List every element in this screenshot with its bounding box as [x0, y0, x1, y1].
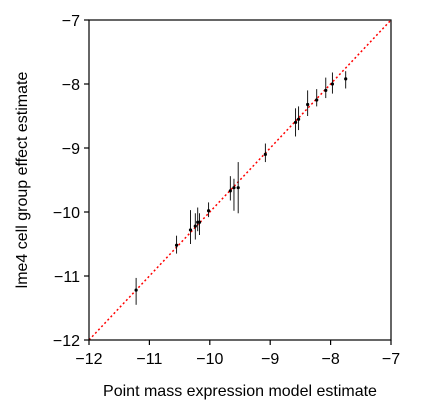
data-point-group — [197, 213, 202, 236]
y-tick-label: −12 — [53, 333, 80, 350]
x-tick-label: −7 — [382, 351, 400, 368]
data-point — [315, 98, 319, 102]
data-point — [296, 117, 301, 121]
plot-frame — [88, 19, 392, 341]
chart-axes: −12 −11 −10 −9 −8 −7 −12 −11 −10 −9 −8 −7 — [53, 13, 400, 368]
data-point-group — [293, 108, 298, 137]
data-point — [293, 120, 298, 124]
data-point — [324, 88, 328, 92]
data-point-group — [306, 90, 310, 116]
data-point-group — [344, 71, 348, 89]
data-point-group — [324, 77, 328, 99]
data-point-group — [134, 277, 138, 305]
y-axis-title: lme4 cell group effect estimate — [14, 72, 31, 289]
x-axis-title: Point mass expression model estimate — [103, 383, 377, 400]
data-point-group — [206, 202, 211, 218]
data-point — [330, 82, 335, 86]
data-point-group — [296, 106, 301, 131]
data-point-group — [315, 89, 319, 107]
y-tick-label: −8 — [62, 77, 80, 94]
data-point — [236, 186, 240, 190]
x-tick-label: −9 — [261, 351, 279, 368]
y-tick-label: −11 — [54, 269, 80, 286]
data-point — [344, 77, 348, 81]
data-point — [193, 224, 197, 228]
data-point-group — [330, 72, 335, 94]
x-tick-label: −11 — [136, 351, 162, 368]
data-point-group — [193, 213, 197, 240]
x-tick-label: −12 — [75, 351, 102, 368]
y-tick-label: −9 — [62, 141, 80, 158]
data-point — [188, 228, 193, 232]
identity-reference-line — [88, 19, 392, 341]
data-point — [134, 288, 138, 292]
data-point-group — [188, 210, 193, 244]
data-point — [206, 209, 211, 213]
data-point — [174, 243, 179, 247]
data-point-group — [263, 143, 267, 163]
x-tick-label: −10 — [196, 351, 223, 368]
data-point — [306, 102, 310, 107]
data-point-group — [174, 235, 179, 254]
x-tick-label: −8 — [321, 351, 339, 368]
data-point-group — [196, 207, 200, 232]
data-point — [228, 189, 232, 193]
y-tick-label: −7 — [62, 13, 80, 30]
data-point-group — [236, 162, 240, 214]
data-point-group — [228, 176, 232, 201]
y-tick-label: −10 — [53, 205, 80, 222]
data-point — [263, 152, 267, 156]
chart-marks — [88, 19, 392, 341]
data-point — [232, 186, 236, 190]
data-point-group — [232, 178, 236, 211]
data-point — [197, 220, 202, 224]
